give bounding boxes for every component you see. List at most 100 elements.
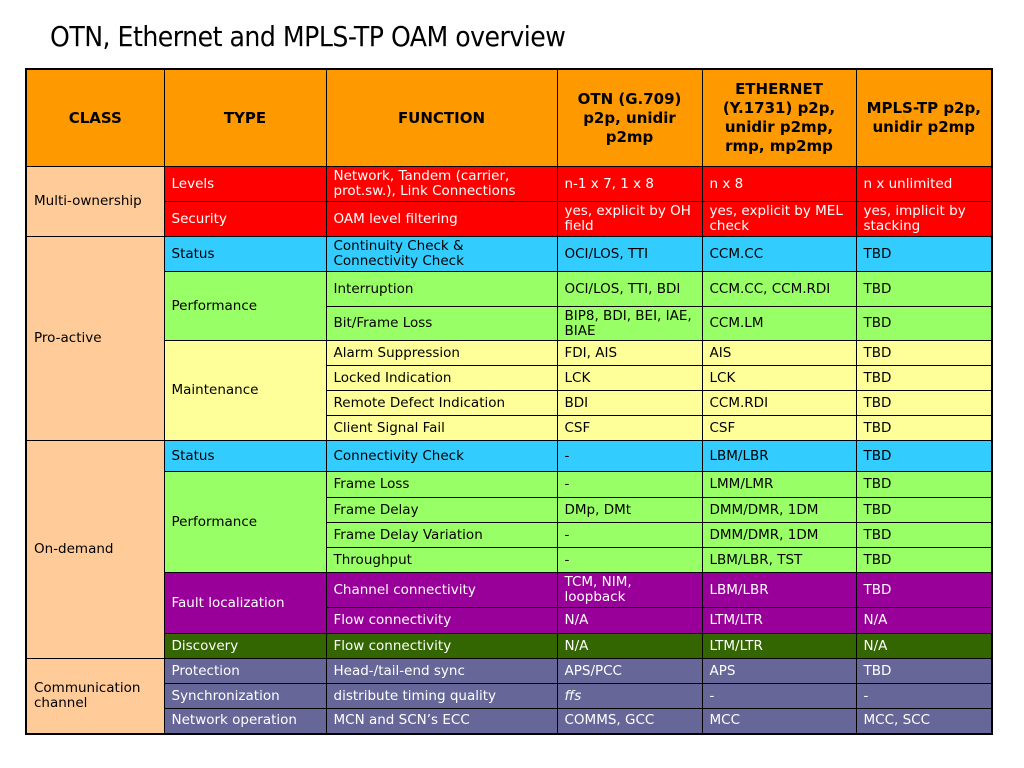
value-cell: Locked Indication [325,365,558,391]
value-cell: CCM.CC, CCM.RDI [701,271,857,307]
value-cell: TBD [855,547,993,573]
value-cell: n x 8 [701,166,857,202]
value-cell: TBD [855,658,993,684]
table-row: Remote Defect Indication BDI CCM.RDI TBD [26,390,993,416]
type-cell: Security [163,201,327,237]
value-cell: DMM/DMR, 1DM [701,522,857,548]
value-cell: - [556,440,703,472]
value-cell: Flow connectivity [325,633,558,659]
value-cell: TBD [855,572,993,608]
value-cell: LBM/LBR [701,440,857,472]
value-cell: LBM/LBR [701,572,857,608]
value-cell: N/A [556,633,703,659]
value-cell: AIS [701,340,857,366]
header-cell: TYPE [163,68,327,167]
table-row: On-demand Status Connectivity Check - LBM/LB… [25,440,993,659]
type-cell: Protection [163,658,327,684]
slide-title: OTN, Ethernet and MPLS-TP OAM overview [50,20,566,53]
value-cell: TBD [855,390,993,416]
value-cell: - [556,471,703,498]
class-cell: On-demand [25,440,165,659]
value-cell: MCC [701,708,857,734]
class-cell: Multi-ownership [25,166,165,237]
table-row: Synchronization distribute timing quality… [26,683,993,709]
value-cell: TBD [855,236,993,272]
type-cell: Synchronization [163,683,327,709]
value-cell: Flow connectivity [325,607,558,634]
value-cell: Connectivity Check [325,440,558,472]
value-cell: TBD [855,340,993,366]
oam-table: CLASS TYPE FUNCTION OTN (G.709) p2p, unidir… [25,68,993,735]
value-cell: LBM/LBR, TST [701,547,857,573]
value-cell: CCM.LM [701,306,857,341]
value-cell: BIP8, BDI, BEI, IAE, BIAE [556,306,703,341]
value-cell: Network, Tandem (carrier, prot.sw.), Lin… [325,166,558,202]
value-cell: Remote Defect Indication [325,390,558,416]
value-cell: LCK [701,365,857,391]
value-cell: Channel connectivity [325,572,558,608]
table-row: Maintenance Alarm Suppression FDI, AIS AIS T… [26,340,993,441]
value-cell: Frame Delay [325,497,558,523]
table-row: Bit/Frame Loss BIP8, BDI, BEI, IAE, BIAE C… [26,306,993,341]
value-cell: TBD [855,365,993,391]
value-cell: TBD [855,306,993,341]
value-cell: COMMS, GCC [556,708,703,734]
type-cell: Status [163,440,327,472]
type-cell: Network operation [163,708,327,734]
value-cell: Bit/Frame Loss [325,306,558,341]
value-cell: CCM.RDI [701,390,857,416]
value-cell: - [855,683,993,709]
value-cell: ffs [556,683,703,709]
value-cell: Frame Loss [325,471,558,498]
table-row: Network operation MCN and SCN’s ECC COMMS,… [26,708,993,734]
value-cell: FDI, AIS [556,340,703,366]
value-cell: Throughput [325,547,558,573]
header-cell: MPLS-TP p2p, unidir p2mp [855,68,993,167]
table-row: Frame Delay DMp, DMt DMM/DMR, 1DM TBD [26,497,993,523]
header-cell: ETHERNET (Y.1731) p2p, unidir p2mp, rmp,… [701,68,857,167]
header-cell: CLASS [25,68,165,167]
value-cell: n x unlimited [855,166,993,202]
value-cell: DMM/DMR, 1DM [701,497,857,523]
value-cell: LTM/LTR [701,633,857,659]
value-cell: TBD [855,440,993,472]
value-cell: CSF [701,415,857,441]
class-cell: Communication channel [25,658,165,734]
type-cell: Performance [163,271,327,341]
value-cell: TBD [855,271,993,307]
table-row: Pro-active Status Continuity Check & Conne… [25,236,993,441]
value-cell: OCI/LOS, TTI, BDI [556,271,703,307]
table-row: Communication channel Protection Head-/tai… [25,658,993,734]
value-cell: - [701,683,857,709]
type-cell: Maintenance [163,340,327,441]
value-cell: BDI [556,390,703,416]
value-cell: N/A [855,607,993,634]
table-row: Multi-ownership Levels Network, Tandem (ca… [25,166,993,237]
type-cell: Performance [163,471,327,573]
value-cell: LMM/LMR [701,471,857,498]
value-cell: - [556,522,703,548]
value-cell: N/A [556,607,703,634]
value-cell: OCI/LOS, TTI [556,236,703,272]
type-cell: Status [163,236,327,272]
value-cell: yes, explicit by OH field [556,201,703,237]
header-row: CLASS TYPE FUNCTION OTN (G.709) p2p, unidir… [25,68,993,167]
table-row: Fault localization Channel connectivity TC… [26,572,993,634]
value-cell: N/A [855,633,993,659]
value-cell: TBD [855,497,993,523]
value-cell: Continuity Check & Connectivity Check [325,236,558,272]
table-row: Performance Interruption OCI/LOS, TTI, BDI… [26,271,993,341]
value-cell: APS/PCC [556,658,703,684]
value-cell: TBD [855,471,993,498]
value-cell: LCK [556,365,703,391]
value-cell: yes, implicit by stacking [855,201,993,237]
value-cell: TBD [855,415,993,441]
header-cell: FUNCTION [325,68,558,167]
value-cell: yes, explicit by MEL check [701,201,857,237]
value-cell: Client Signal Fail [325,415,558,441]
value-cell: OAM level filtering [325,201,558,237]
value-cell: - [556,547,703,573]
value-cell: MCN and SCN’s ECC [325,708,558,734]
table-row: Client Signal Fail CSF CSF TBD [26,415,993,441]
